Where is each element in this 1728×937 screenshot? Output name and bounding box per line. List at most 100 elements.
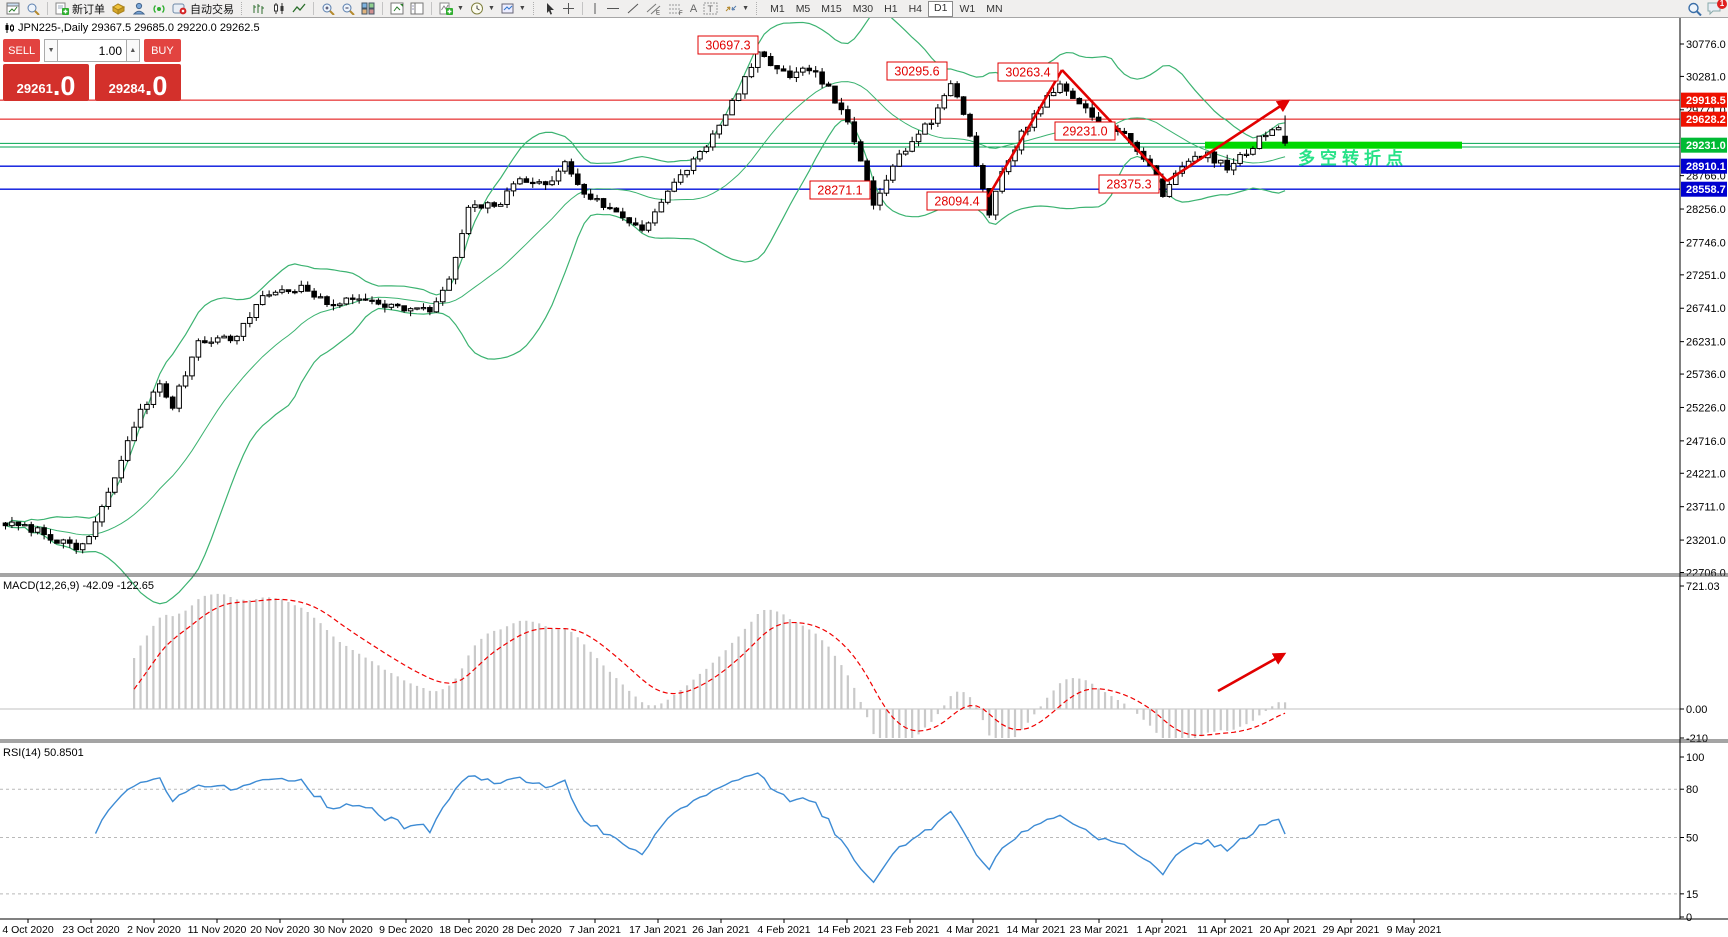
sell-button[interactable]: SELL	[3, 39, 41, 62]
candlestick-type-button[interactable]	[270, 1, 288, 17]
svg-text:F: F	[679, 11, 683, 15]
svg-text:11 Apr 2021: 11 Apr 2021	[1197, 924, 1253, 936]
volume-decrease-button[interactable]: ▼	[44, 39, 58, 62]
search-icon[interactable]	[1685, 1, 1704, 17]
chat-button[interactable]: 1	[1706, 0, 1727, 16]
cursor-button[interactable]	[542, 1, 558, 17]
svg-text:23201.0: 23201.0	[1686, 535, 1726, 547]
zoom-out-button[interactable]	[339, 1, 357, 17]
period-button[interactable]: ▼	[468, 1, 497, 17]
chevron-down-icon: ▼	[457, 5, 464, 12]
volume-increase-button[interactable]: ▲	[126, 39, 140, 62]
navigator-button[interactable]	[408, 1, 426, 17]
svg-text:30263.4: 30263.4	[1005, 66, 1050, 80]
line-chart-type-button[interactable]	[290, 1, 308, 17]
svg-text:23 Feb 2021: 23 Feb 2021	[881, 924, 940, 936]
tile-windows-button[interactable]	[359, 1, 377, 17]
svg-text:17 Jan 2021: 17 Jan 2021	[629, 924, 687, 936]
sell-price-pips: .0	[52, 71, 76, 101]
chat-badge: 1	[1717, 0, 1727, 9]
timeframe-m15[interactable]: M15	[821, 2, 842, 15]
svg-text:100: 100	[1686, 752, 1704, 764]
svg-text:1 Apr 2021: 1 Apr 2021	[1137, 924, 1188, 936]
timeframe-h1[interactable]: H1	[884, 2, 898, 15]
timeframe-h4[interactable]: H4	[908, 2, 923, 15]
svg-text:22706.0: 22706.0	[1686, 567, 1726, 579]
bar-chart-type-button[interactable]	[250, 1, 268, 17]
svg-text:26741.0: 26741.0	[1686, 303, 1726, 315]
timeframe-d1[interactable]: D1	[928, 0, 954, 17]
zoom-in-button[interactable]	[319, 1, 337, 17]
svg-text:80: 80	[1686, 784, 1698, 796]
timeframe-w1[interactable]: W1	[959, 2, 976, 15]
price-callout[interactable]: 30263.4	[997, 62, 1059, 82]
price-callout[interactable]: 30697.3	[697, 35, 759, 55]
toolbar-grip	[241, 2, 245, 15]
svg-text:24221.0: 24221.0	[1686, 468, 1726, 480]
channel-button[interactable]: E	[644, 1, 664, 17]
svg-text:23711.0: 23711.0	[1686, 502, 1725, 514]
svg-text:28910.1: 28910.1	[1686, 161, 1726, 173]
time-axis[interactable]: 4 Oct 2020 23 Oct 2020 2 Nov 2020 11 Nov 20…	[2, 919, 1442, 936]
macd-label: MACD(12,26,9) -42.09 -122.65	[3, 580, 154, 592]
autotrade-button[interactable]: 自动交易	[170, 1, 236, 17]
timeframe-mn[interactable]: MN	[986, 2, 1003, 15]
text-label-button[interactable]: T	[701, 1, 720, 17]
horizontal-line-button[interactable]	[604, 1, 622, 17]
arrows-button[interactable]: ▼	[722, 1, 751, 17]
svg-text:7 Jan 2021: 7 Jan 2021	[569, 924, 621, 936]
crosshair-button[interactable]	[560, 1, 577, 17]
macd-pane: MACD(12,26,9) -42.09 -122.65 721.03 0.00 -2…	[0, 580, 1720, 745]
fibonacci-button[interactable]: F	[666, 1, 686, 17]
price-callout[interactable]: 28271.1	[809, 180, 871, 200]
price-callout[interactable]: 29231.0	[1054, 121, 1116, 141]
svg-text:28558.7: 28558.7	[1686, 184, 1726, 196]
annotation-text: 多空转折点	[1298, 148, 1408, 168]
toolbar: 新订单 自动交易 ▼ ▼ ▼ E F A T ▼	[0, 0, 1728, 18]
svg-text:28 Dec 2020: 28 Dec 2020	[502, 924, 562, 936]
toolbar-grip	[756, 2, 760, 15]
buy-button[interactable]: BUY	[143, 39, 181, 62]
svg-text:11 Nov 2020: 11 Nov 2020	[188, 924, 247, 936]
new-order-button[interactable]: 新订单	[53, 1, 107, 17]
svg-text:18 Dec 2020: 18 Dec 2020	[439, 924, 499, 936]
add-indicator-button[interactable]: ▼	[437, 1, 466, 17]
signals-button[interactable]	[150, 1, 168, 17]
sell-price-box[interactable]: 29261.0	[3, 64, 89, 101]
svg-text:28271.1: 28271.1	[817, 184, 862, 198]
svg-text:30281.0: 30281.0	[1686, 71, 1726, 83]
svg-text:29231.0: 29231.0	[1062, 125, 1107, 139]
text-button[interactable]: A	[689, 2, 698, 15]
price-callout[interactable]: 28375.3	[1098, 174, 1160, 194]
svg-text:25226.0: 25226.0	[1686, 402, 1726, 414]
data-window-button[interactable]	[388, 1, 406, 17]
trendline-button[interactable]	[624, 1, 642, 17]
price-callout[interactable]: 30295.6	[886, 61, 948, 81]
svg-text:20 Nov 2020: 20 Nov 2020	[250, 924, 310, 936]
price-callout[interactable]: 28094.4	[926, 191, 988, 211]
volume-input[interactable]	[58, 39, 126, 62]
community-button[interactable]	[130, 1, 148, 17]
toolbar-grip	[532, 2, 537, 15]
svg-text:721.03: 721.03	[1686, 581, 1720, 593]
svg-text:29 Apr 2021: 29 Apr 2021	[1323, 924, 1380, 936]
new-order-label: 新订单	[72, 3, 105, 16]
new-chart-button[interactable]	[4, 1, 22, 17]
timeframe-m1[interactable]: M1	[770, 2, 785, 15]
svg-text:28375.3: 28375.3	[1106, 178, 1151, 192]
profiles-button[interactable]	[24, 1, 42, 17]
svg-text:-210: -210	[1686, 733, 1708, 745]
market-button[interactable]	[109, 1, 128, 17]
toolbar-separator	[431, 2, 432, 15]
svg-text:28094.4: 28094.4	[934, 195, 979, 209]
timeframe-m5[interactable]: M5	[795, 2, 811, 15]
sell-price: 29261	[16, 81, 53, 96]
template-button[interactable]: ▼	[499, 1, 528, 17]
svg-text:27251.0: 27251.0	[1686, 270, 1726, 282]
timeframe-m30[interactable]: M30	[852, 2, 874, 15]
svg-text:4 Mar 2021: 4 Mar 2021	[946, 924, 999, 936]
buy-price-box[interactable]: 29284.0	[95, 64, 181, 101]
vertical-line-button[interactable]	[588, 1, 602, 17]
